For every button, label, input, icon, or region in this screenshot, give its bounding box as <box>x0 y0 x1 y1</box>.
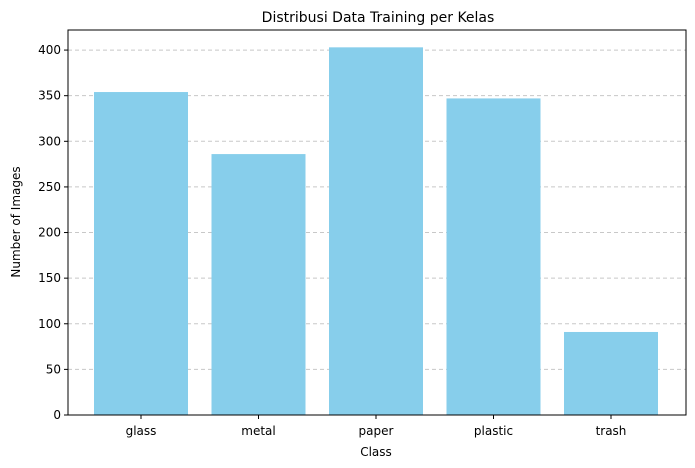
y-tick-label: 300 <box>38 134 61 148</box>
x-tick-label-metal: metal <box>241 424 275 438</box>
y-tick-label: 350 <box>38 89 61 103</box>
y-tick-label: 50 <box>46 362 61 376</box>
bar-plastic <box>446 98 541 416</box>
y-tick-label: 250 <box>38 180 61 194</box>
bar-glass <box>94 92 188 416</box>
x-tick-label-plastic: plastic <box>474 424 513 438</box>
x-tick-label-glass: glass <box>126 424 157 438</box>
bars <box>94 47 658 416</box>
plot-frame <box>67 29 687 416</box>
x-axis-ticks: glass metal paper plastic trash <box>126 415 627 438</box>
bar-trash <box>564 331 658 415</box>
y-tick-label: 0 <box>53 408 61 422</box>
chart-title: Distribusi Data Training per Kelas <box>262 10 495 26</box>
y-axis-ticks: 0 50 100 150 200 250 300 350 400 <box>38 43 68 422</box>
bar-paper <box>329 47 423 416</box>
x-axis-label: Class <box>360 445 392 459</box>
y-tick-label: 100 <box>38 317 61 331</box>
y-tick-label: 200 <box>38 226 61 240</box>
bar-metal <box>211 154 306 415</box>
y-tick-label: 150 <box>38 271 61 285</box>
y-axis-label: Number of Images <box>9 166 23 277</box>
x-tick-label-paper: paper <box>359 424 394 438</box>
y-tick-label: 400 <box>38 43 61 57</box>
x-tick-label-trash: trash <box>596 424 627 438</box>
